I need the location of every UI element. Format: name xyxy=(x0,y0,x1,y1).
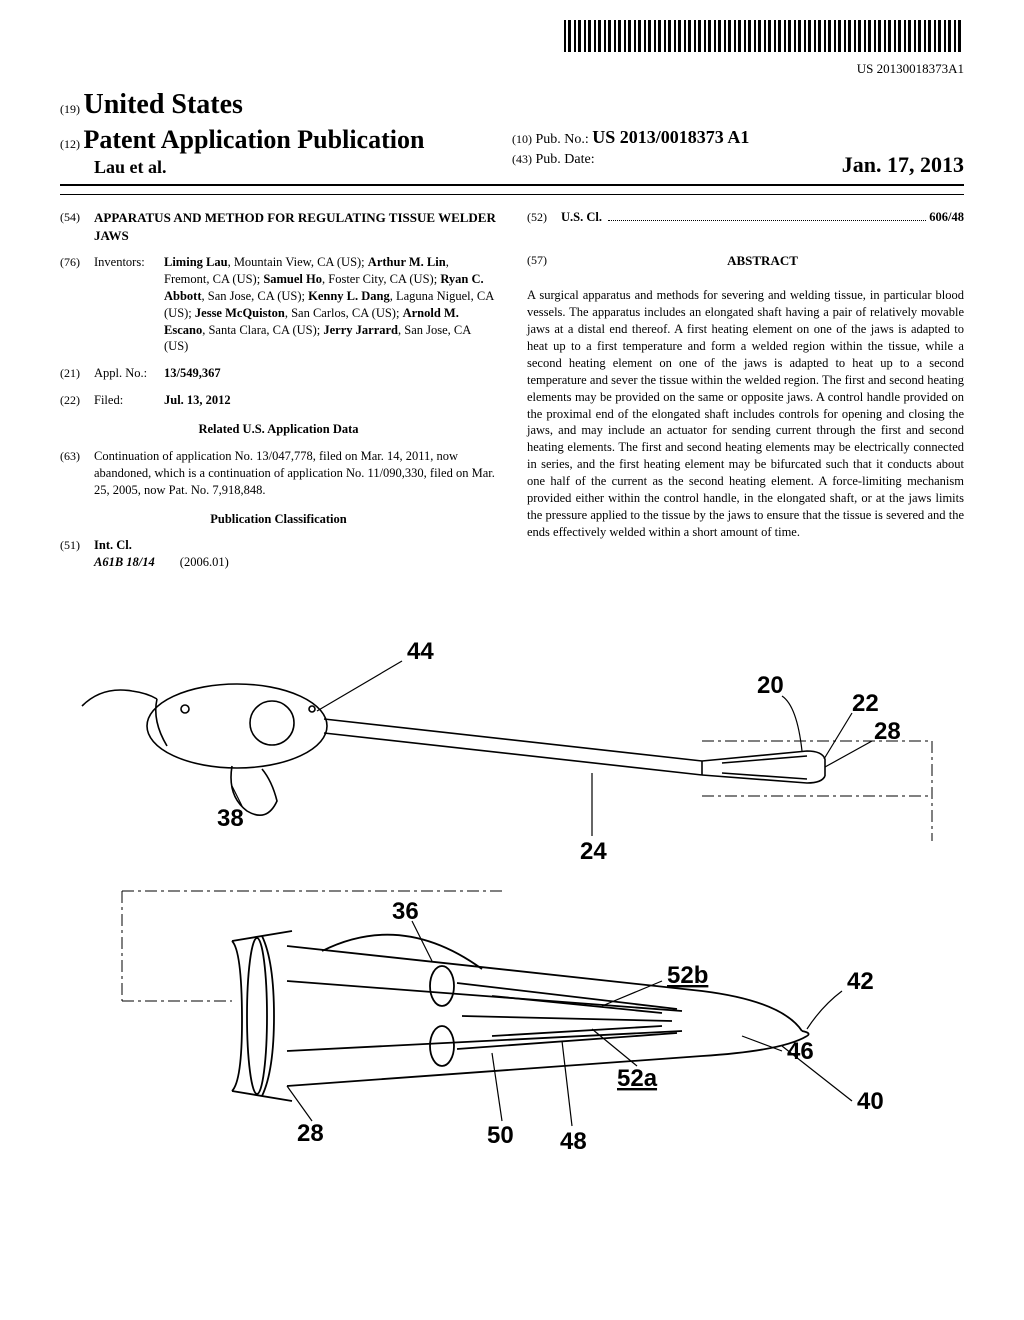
left-column: (54) APPARATUS AND METHOD FOR REGULATING… xyxy=(60,209,497,581)
uscl-value: 606/48 xyxy=(929,210,964,224)
pubno-label: Pub. No.: xyxy=(536,132,589,147)
related-heading: Related U.S. Application Data xyxy=(60,421,497,438)
applno-value: 13/549,367 xyxy=(164,366,221,380)
abstract-num: (57) xyxy=(527,252,561,278)
filed-label: Filed: xyxy=(94,392,164,409)
pubno-num: (10) xyxy=(512,132,532,146)
title-num: (54) xyxy=(60,209,94,244)
pubdate-label: Pub. Date: xyxy=(536,152,595,167)
intcl-num: (51) xyxy=(60,537,94,571)
figure-area: 44 38 20 22 28 24 xyxy=(60,611,964,1171)
inventors-list: Liming Lau, Mountain View, CA (US); Arth… xyxy=(164,254,497,355)
fig-label-42: 42 xyxy=(847,968,874,995)
inventors-label: Inventors: xyxy=(94,254,164,355)
columns: (54) APPARATUS AND METHOD FOR REGULATING… xyxy=(60,209,964,581)
barcode-number: US 20130018373A1 xyxy=(60,61,964,77)
applno-num: (21) xyxy=(60,365,94,382)
continuation-num: (63) xyxy=(60,448,94,499)
applno-label: Appl. No.: xyxy=(94,365,164,382)
fig-label-48: 48 xyxy=(560,1128,587,1155)
pub-type-num: (12) xyxy=(60,137,80,151)
header-left: (19) United States (12) Patent Applicati… xyxy=(60,89,512,178)
barcode-area xyxy=(60,20,964,57)
pubno-value: US 2013/0018373 A1 xyxy=(592,127,749,147)
continuation-text: Continuation of application No. 13/047,7… xyxy=(94,448,497,499)
fig-label-28b: 28 xyxy=(297,1120,324,1147)
fig-label-38: 38 xyxy=(217,805,244,832)
inventors-num: (76) xyxy=(60,254,94,355)
fig-label-52a: 52a xyxy=(617,1065,658,1092)
country-name: United States xyxy=(84,89,243,120)
pub-type: Patent Application Publication xyxy=(84,125,425,154)
fig-label-50: 50 xyxy=(487,1122,514,1149)
header-right: (10) Pub. No.: US 2013/0018373 A1 (43) P… xyxy=(512,127,964,178)
fig-label-44: 44 xyxy=(407,638,434,665)
fig-label-40: 40 xyxy=(857,1088,884,1115)
fig-label-22: 22 xyxy=(852,690,879,717)
pubclass-heading: Publication Classification xyxy=(60,511,497,528)
fig-label-36: 36 xyxy=(392,898,419,925)
patent-figure: 44 38 20 22 28 24 xyxy=(60,611,964,1171)
abstract-text: A surgical apparatus and methods for sev… xyxy=(527,287,964,540)
header-row: (19) United States (12) Patent Applicati… xyxy=(60,89,964,186)
uscl-label: U.S. Cl. xyxy=(561,210,602,224)
invention-title: APPARATUS AND METHOD FOR REGULATING TISS… xyxy=(94,209,497,244)
pubdate-num: (43) xyxy=(512,152,532,166)
intcl-label: Int. Cl. xyxy=(94,538,132,552)
intcl-year: (2006.01) xyxy=(180,555,229,569)
pubdate-value: Jan. 17, 2013 xyxy=(842,152,964,178)
intcl-code: A61B 18/14 xyxy=(94,555,155,569)
filed-value: Jul. 13, 2012 xyxy=(164,393,231,407)
authors-line: Lau et al. xyxy=(94,157,512,178)
right-column: (52) U.S. Cl. 606/48 (57) ABSTRACT A sur… xyxy=(527,209,964,581)
uscl-num: (52) xyxy=(527,209,561,225)
barcode-graphic xyxy=(564,20,964,52)
dotted-leader xyxy=(608,211,926,221)
fig-label-20: 20 xyxy=(757,672,784,699)
divider xyxy=(60,194,964,195)
abstract-heading: ABSTRACT xyxy=(561,252,964,270)
fig-label-24: 24 xyxy=(580,838,607,865)
filed-num: (22) xyxy=(60,392,94,409)
country-num: (19) xyxy=(60,102,80,116)
fig-label-52b: 52b xyxy=(667,962,708,989)
